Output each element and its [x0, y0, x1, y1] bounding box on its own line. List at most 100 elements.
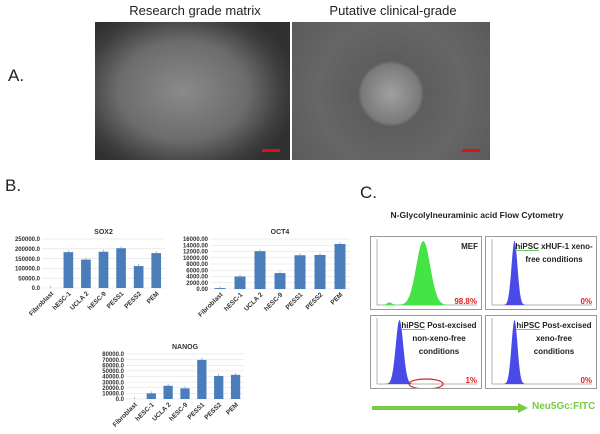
chart-title: NANOG: [172, 344, 199, 351]
scale-bar: [462, 149, 480, 152]
bar-hESC-1: [146, 393, 156, 399]
y-tick-label: 0.0: [116, 397, 125, 403]
bar-hESC-9: [274, 273, 286, 289]
axis-label: Neu5Gc:FITC: [532, 401, 596, 412]
y-tick-label: 10000.0: [102, 392, 124, 398]
y-tick-label: 100000.0: [15, 267, 41, 273]
x-tick-label: UCLA 2: [243, 291, 265, 313]
histogram: [492, 241, 592, 305]
histogram: [377, 241, 477, 305]
x-tick-label: PEM: [329, 291, 344, 306]
y-tick-label: 30000.0: [102, 380, 124, 386]
bar-PESS1: [116, 248, 126, 288]
y-tick-label: 50000.0: [102, 369, 124, 375]
y-tick-label: 200000.0: [15, 247, 41, 253]
y-tick-label: 2000.00: [186, 281, 208, 287]
y-tick-label: 80000.0: [102, 352, 124, 358]
x-tick-label: PESS2: [203, 401, 223, 421]
bar-Fibroblast: [214, 288, 226, 289]
condition-label: Post-excised non-xeno-free conditions: [412, 321, 477, 356]
clinical-grade-micrograph: [292, 22, 490, 160]
panel-label: hiPSC xHUF-1 xeno-free conditions: [515, 240, 593, 266]
scale-bar: [262, 149, 280, 152]
percent-positive: 0%: [580, 297, 592, 306]
x-tick-label: Fibroblast: [28, 290, 56, 318]
x-tick-label: PEM: [225, 401, 240, 416]
chart-nanog: NANOG 0.010000.020000.030000.040000.05000…: [102, 344, 244, 429]
y-tick-label: 0.0: [32, 286, 41, 292]
bar-PESS2: [214, 375, 224, 399]
bar-UCLA 2: [254, 251, 266, 289]
x-tick-label: PESS1: [285, 291, 305, 311]
bar-PEM: [334, 244, 346, 289]
x-tick-label: hESC-1: [223, 291, 245, 313]
y-tick-label: 60000.0: [102, 363, 124, 369]
y-tick-label: 12000.00: [183, 250, 209, 256]
x-tick-label: PESS1: [186, 401, 206, 421]
y-tick-label: 16000.00: [183, 237, 209, 243]
bar-PEM: [230, 374, 241, 399]
percent-positive: 1%: [465, 376, 477, 385]
left-image-title: Research grade matrix: [129, 3, 261, 18]
condition-label: xHUF-1 xeno-free conditions: [525, 242, 593, 264]
bar-hESC-1: [234, 276, 246, 289]
research-grade-micrograph: [95, 22, 290, 160]
percent-positive: 98.8%: [454, 297, 477, 306]
y-tick-label: 14000.00: [183, 243, 209, 249]
y-tick-label: 50000.0: [18, 276, 40, 282]
condition-label: MEF: [461, 242, 478, 251]
x-tick-label: Fibroblast: [197, 291, 225, 319]
bar-UCLA 2: [81, 259, 91, 288]
chart-title: OCT4: [271, 229, 290, 236]
right-image-title: Putative clinical-grade: [329, 3, 457, 18]
chart-title: SOX2: [94, 229, 113, 236]
x-tick-label: PESS1: [106, 290, 126, 310]
bar-PESS2: [133, 266, 144, 288]
bar-hESC-1: [63, 252, 74, 288]
y-tick-label: 10000.00: [183, 256, 209, 262]
chart-sox2: SOX2 0.0 50000.0 100000.0 150000.0 200000.0 25…: [15, 229, 165, 318]
bar-PESS2: [314, 254, 326, 289]
bar-hESC-9: [98, 251, 109, 288]
bar-PESS1: [294, 255, 306, 289]
flow-histogram-panel: MEF 98.8%: [370, 236, 482, 310]
flow-histogram-panel: hiPSC Post-excised xeno-free conditions 0…: [485, 315, 597, 389]
panel-c-label: C.: [360, 183, 377, 202]
histogram: [492, 320, 592, 384]
y-tick-label: 8000.00: [186, 262, 208, 268]
hipsc-label: hiPSC: [401, 321, 425, 330]
y-tick-label: 4000.00: [186, 275, 208, 281]
condition-label: Post-excised xeno-free conditions: [533, 321, 592, 356]
bar-PESS1: [197, 359, 207, 399]
bar-UCLA 2: [163, 385, 173, 399]
panel-label: hiPSC Post-excised xeno-free conditions: [515, 319, 593, 358]
y-tick-label: 70000.0: [102, 358, 124, 364]
y-tick-label: 20000.0: [102, 386, 124, 392]
flow-histogram-panel: hiPSC Post-excised non-xeno-free conditi…: [370, 315, 482, 389]
percent-positive: 0%: [580, 376, 592, 385]
y-tick-label: 0.00: [196, 287, 208, 293]
bar-charts: SOX2 0.0 50000.0 100000.0 150000.0 200000.0 25…: [15, 229, 350, 429]
y-tick-label: 40000.0: [102, 375, 124, 381]
highlight-circle: [408, 378, 444, 388]
x-tick-label: PESS2: [305, 291, 325, 311]
x-tick-label: hESC-9: [87, 290, 109, 312]
x-tick-label: PESS2: [123, 290, 143, 310]
panel-b-label: B.: [5, 176, 22, 195]
hipsc-label: hiPSC: [516, 321, 540, 330]
y-tick-label: 6000.00: [186, 268, 208, 274]
x-tick-label: PEM: [146, 290, 161, 305]
flow-title: N-Glycolylneuraminic acid Flow Cytometry: [390, 210, 564, 220]
y-tick-label: 150000.0: [15, 257, 41, 263]
y-tick-label: 250000.0: [15, 237, 41, 243]
x-tick-label: Fibroblast: [112, 401, 140, 429]
histogram: [377, 320, 477, 384]
hipsc-label: hiPSC: [515, 242, 539, 251]
chart-oct4: OCT4 0.002000.004000.006000.008000.001000…: [183, 229, 350, 319]
x-tick-label: hESC-9: [263, 291, 285, 313]
bar-hESC-9: [180, 388, 190, 399]
x-tick-label: hESC-9: [168, 401, 190, 423]
panel-a-label: A.: [8, 66, 25, 85]
panel-label: hiPSC Post-excised non-xeno-free conditi…: [400, 319, 478, 358]
panel-label: MEF: [448, 240, 478, 253]
